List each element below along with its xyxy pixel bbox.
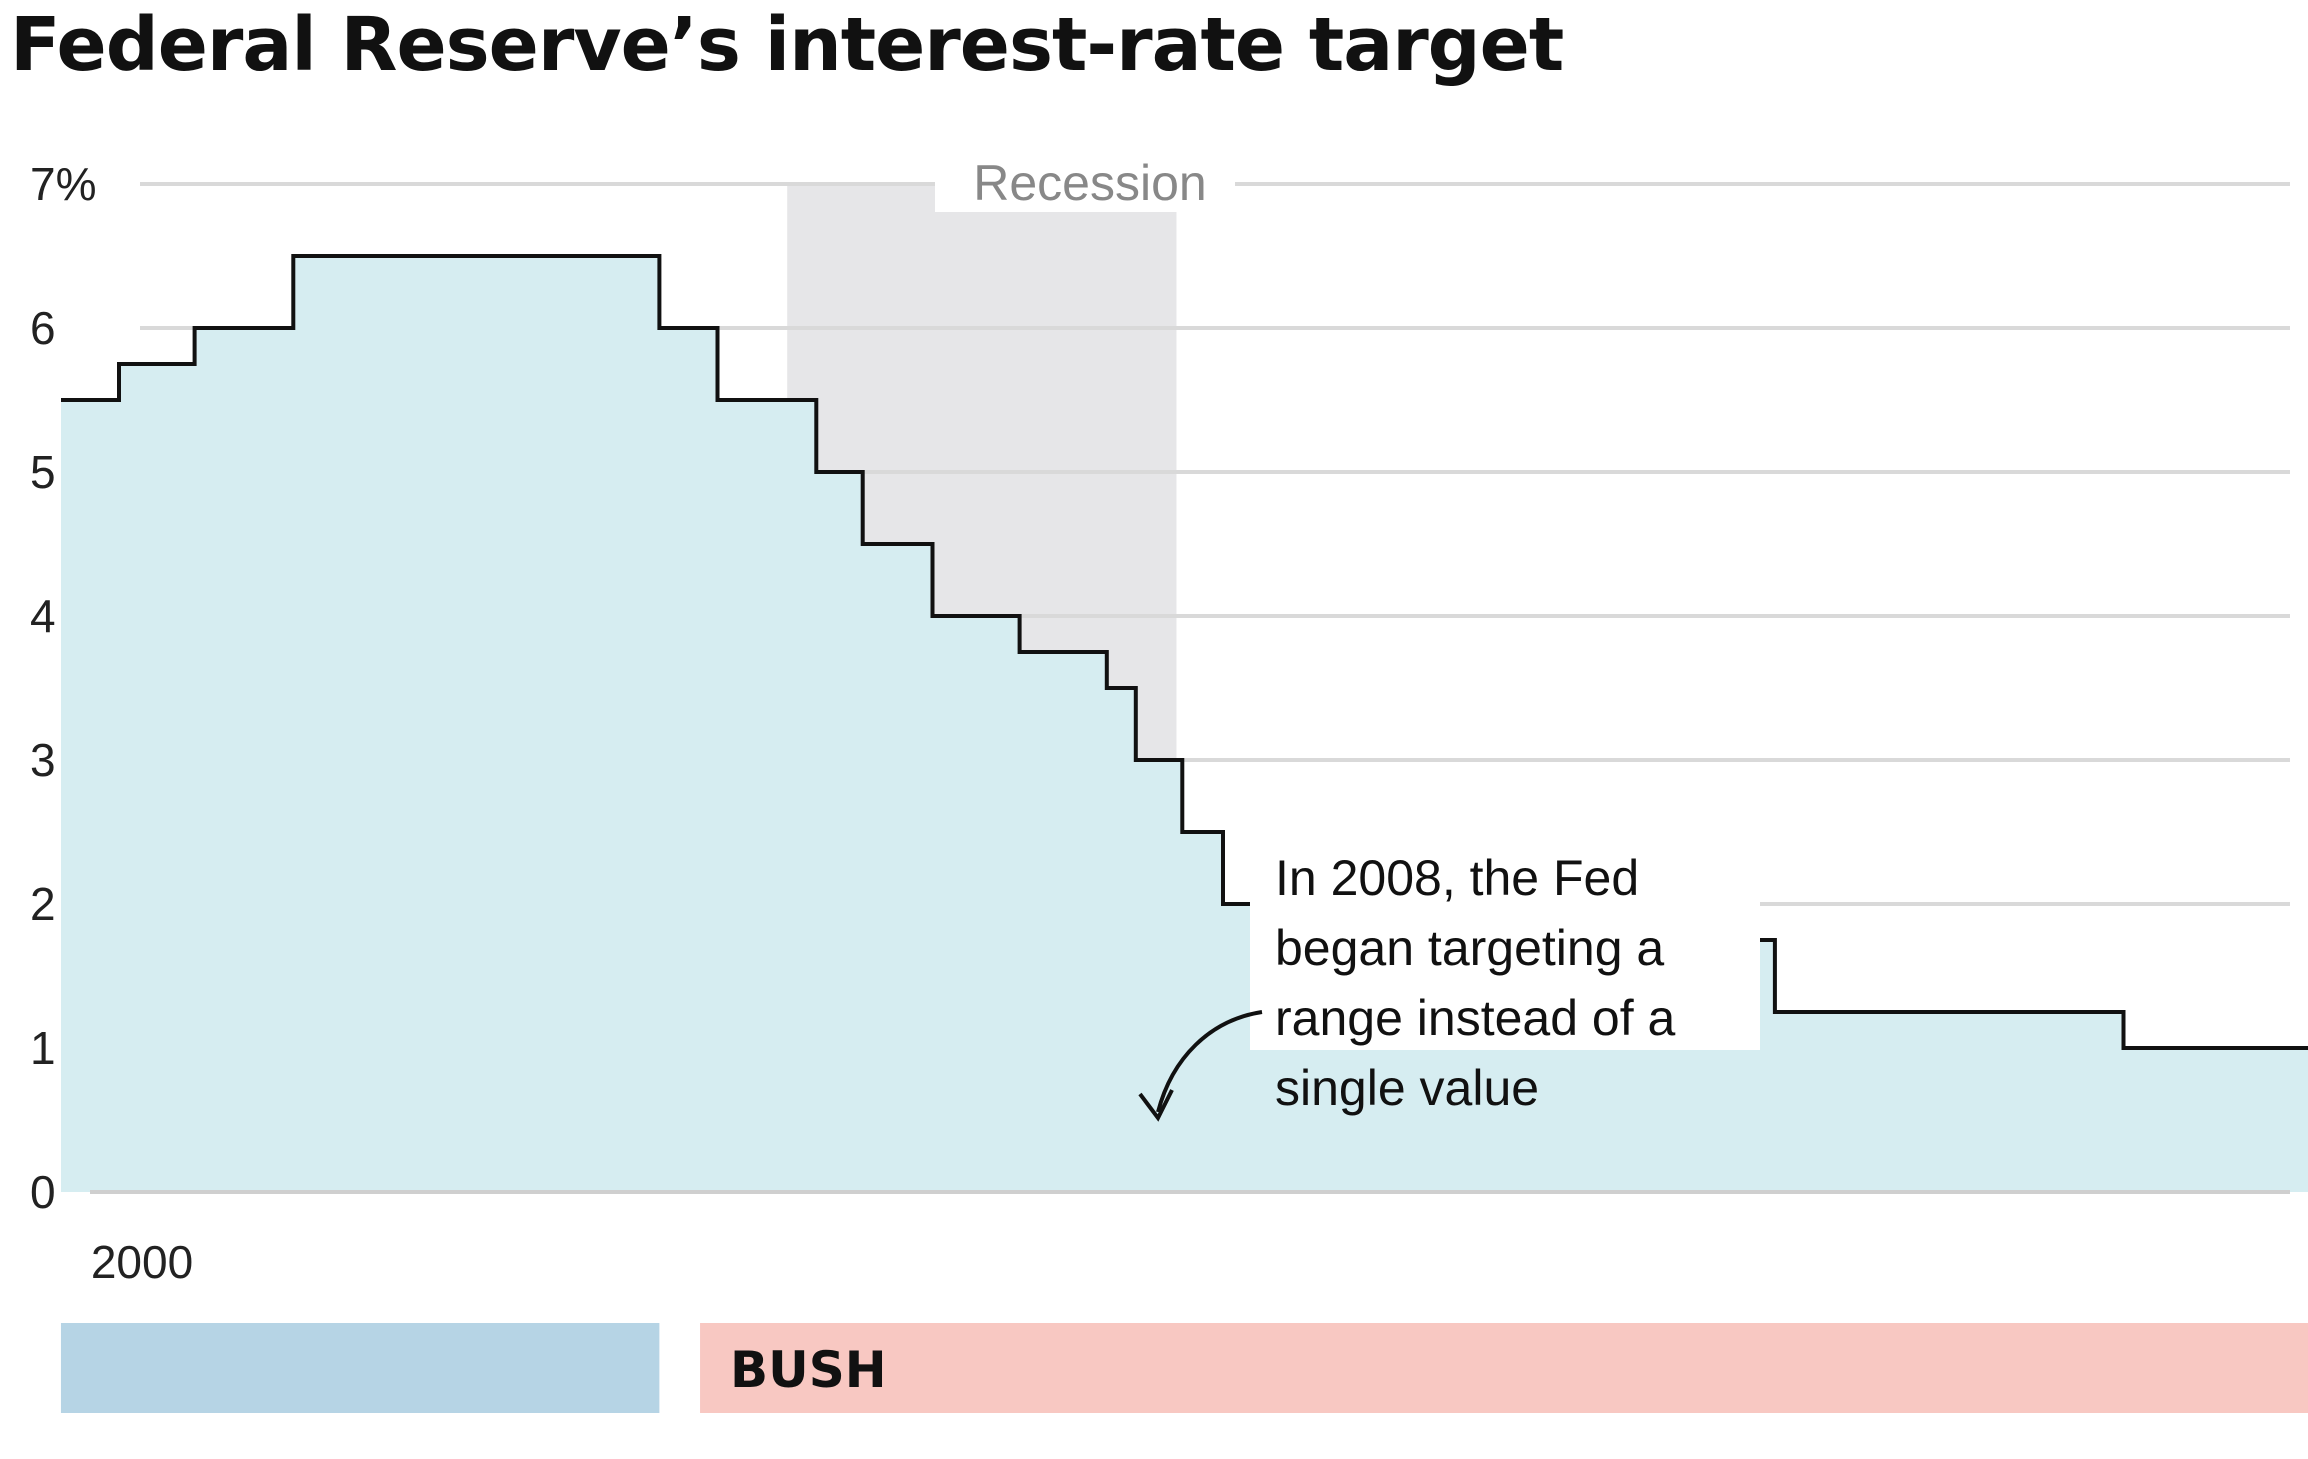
annotation-arrow-head <box>1138 1089 1174 1122</box>
annotation-line-0: In 2008, the Fed <box>1275 850 1639 906</box>
annotation-line-1: began targeting a <box>1275 920 1664 976</box>
annotation-text: In 2008, the Fed began targeting a range i… <box>1275 850 1675 1116</box>
recession-label: Recession <box>973 155 1206 211</box>
y-tick-label-5: 5 <box>30 446 56 498</box>
president-term-0 <box>60 1323 660 1413</box>
y-tick-label-6: 6 <box>30 302 56 354</box>
y-tick-label-0: 0 <box>30 1166 56 1218</box>
annotation-bg <box>1250 835 1760 1050</box>
rate-area <box>61 254 2308 1192</box>
annotation-line-2: range instead of a <box>1275 990 1675 1046</box>
recession-label-group: Recession <box>935 155 1235 212</box>
chart-title: Federal Reserve’s interest-rate target <box>10 2 1564 88</box>
president-bar: BUSHOBAMATRUMP <box>60 1323 2308 1413</box>
x-tick-label-0: 2000 <box>91 1236 193 1288</box>
annotation-line-3: single value <box>1275 1060 1539 1116</box>
rate-line-upper <box>61 254 2308 1050</box>
president-label-1: BUSH <box>730 1341 887 1399</box>
annotation: In 2008, the Fed began targeting a range i… <box>1138 835 1760 1122</box>
recession-label-bg <box>935 156 1235 212</box>
president-term-1 <box>700 1323 2308 1413</box>
y-tick-label-3: 3 <box>30 734 56 786</box>
y-tick-label-4: 4 <box>30 590 56 642</box>
rate-area-fill <box>61 256 2308 1192</box>
y-tick-label-1: 1 <box>30 1022 56 1074</box>
y-tick-label-7: 7% <box>30 158 96 210</box>
annotation-arrow-line <box>1156 1010 1263 1113</box>
y-tick-label-2: 2 <box>30 878 56 930</box>
